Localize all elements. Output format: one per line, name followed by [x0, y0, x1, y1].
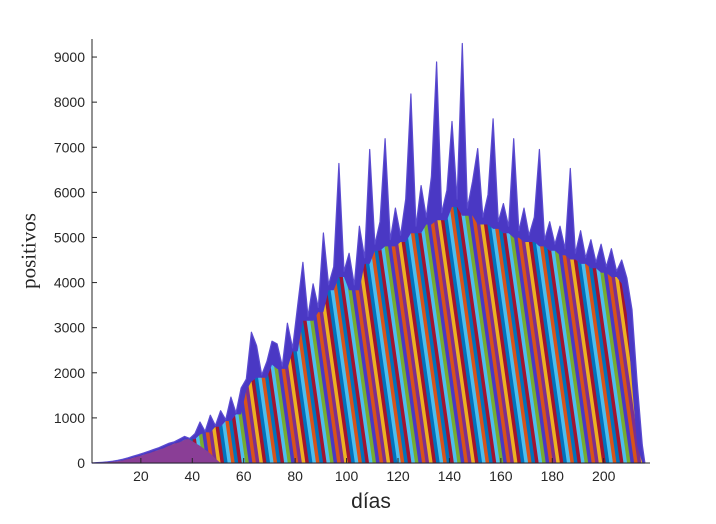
- y-tick-label: 6000: [54, 184, 85, 200]
- y-tick-label: 2000: [54, 365, 85, 381]
- y-tick-label: 4000: [54, 275, 85, 291]
- x-tick-label: 160: [489, 468, 513, 484]
- x-tick-label: 180: [541, 468, 565, 484]
- x-tick-label: 200: [592, 468, 616, 484]
- stacked-series-texture: [92, 207, 645, 463]
- early-base-region: [92, 439, 221, 463]
- y-tick-label: 3000: [54, 320, 85, 336]
- y-tick-label: 8000: [54, 94, 85, 110]
- y-tick-label: 9000: [54, 49, 85, 65]
- x-tick-label: 140: [438, 468, 462, 484]
- x-tick-label: 40: [184, 468, 200, 484]
- y-tick-label: 5000: [54, 229, 85, 245]
- x-tick-label: 20: [133, 468, 149, 484]
- x-tick-label: 120: [386, 468, 410, 484]
- y-tick-label: 7000: [54, 139, 85, 155]
- x-axis-title: días: [351, 490, 391, 513]
- y-axis-title: positivos: [16, 213, 41, 289]
- x-tick-label: 80: [287, 468, 303, 484]
- x-tick-label: 100: [335, 468, 359, 484]
- x-tick-label: 60: [236, 468, 252, 484]
- y-tick-label: 0: [77, 455, 85, 471]
- y-tick-label: 1000: [54, 410, 85, 426]
